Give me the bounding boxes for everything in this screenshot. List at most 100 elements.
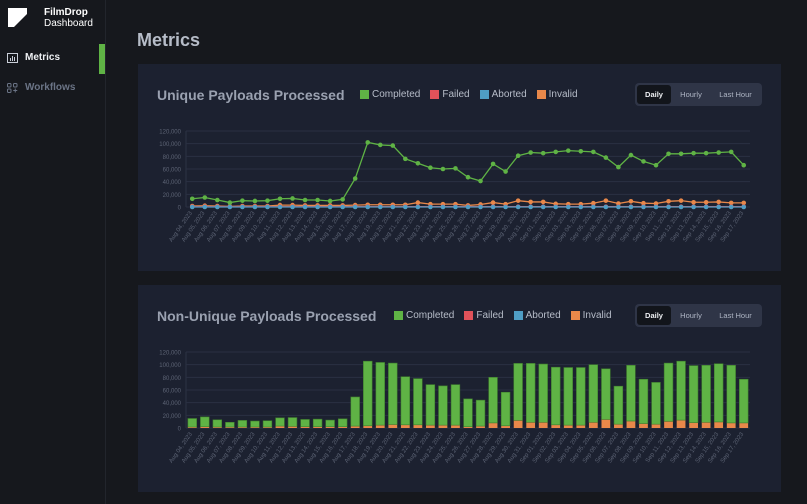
daily-button[interactable]: Daily <box>637 306 671 325</box>
completed-point <box>503 169 508 174</box>
legend-item-invalid[interactable]: Invalid <box>536 89 578 100</box>
completed-point <box>290 196 295 201</box>
aborted-point <box>616 204 621 210</box>
completed-point <box>666 151 671 157</box>
completed-bar <box>676 360 686 421</box>
invalid-bar <box>614 424 623 428</box>
y-tick-label: 100,000 <box>159 142 181 148</box>
invalid-bar <box>426 425 435 428</box>
completed-point <box>302 197 308 203</box>
invalid-bar <box>689 422 698 428</box>
aborted-point <box>465 204 471 210</box>
invalid-point <box>515 198 521 203</box>
completed-point <box>415 161 421 166</box>
completed-bar <box>450 384 461 426</box>
y-tick-label: 0 <box>178 427 182 433</box>
chart-title: Non-Unique Payloads Processed <box>157 308 377 324</box>
legend-item-failed[interactable]: Failed <box>464 310 504 321</box>
legend-label: Aborted <box>491 89 527 100</box>
completed-swatch <box>394 311 403 320</box>
sidebar-item-workflows[interactable]: Workflows <box>7 82 75 93</box>
invalid-bar <box>513 420 523 428</box>
aborted-point <box>565 204 571 210</box>
invalid-bar <box>576 425 586 428</box>
aborted-point <box>691 204 696 210</box>
daily-button[interactable]: Daily <box>637 85 671 104</box>
completed-point <box>377 142 383 148</box>
legend-item-completed[interactable]: Completed <box>394 310 454 321</box>
completed-bar <box>713 363 724 423</box>
completed-bar <box>287 417 298 427</box>
hourly-button[interactable]: Hourly <box>680 311 702 320</box>
aborted-point <box>478 204 483 210</box>
aborted-point <box>202 204 208 210</box>
aborted-point <box>315 204 320 210</box>
invalid-point <box>703 199 709 205</box>
invalid-bar <box>263 427 272 428</box>
completed-bar <box>275 417 285 427</box>
invalid-bar <box>651 424 661 428</box>
completed-point <box>340 197 345 202</box>
completed-bar <box>438 385 448 426</box>
aborted-point <box>365 204 371 210</box>
sidebar-item-metrics[interactable]: Metrics <box>7 52 60 63</box>
aborted-point <box>653 204 659 210</box>
legend-item-aborted[interactable]: Aborted <box>479 89 527 100</box>
app-name: FilmDrop Dashboard <box>44 7 93 29</box>
app-logo[interactable]: FilmDrop Dashboard <box>8 7 93 29</box>
y-tick-label: 80,000 <box>163 155 182 161</box>
aborted-point <box>553 204 559 210</box>
aborted-point <box>277 204 283 210</box>
completed-point <box>352 176 358 181</box>
time-range-toggle: Daily Hourly Last Hour <box>635 83 762 106</box>
y-tick-label: 60,000 <box>163 168 182 174</box>
invalid-bar <box>488 422 498 428</box>
completed-bar <box>337 418 348 428</box>
invalid-bar <box>438 425 448 428</box>
aborted-point <box>591 204 596 210</box>
invalid-bar <box>313 426 322 428</box>
last-hour-button[interactable]: Last Hour <box>719 311 752 320</box>
completed-point <box>478 178 483 184</box>
invalid-bar <box>676 420 686 428</box>
completed-bar <box>262 420 273 428</box>
legend-item-aborted[interactable]: Aborted <box>513 310 561 321</box>
y-tick-label: 120,000 <box>159 130 181 136</box>
completed-bar <box>726 365 736 424</box>
completed-point <box>703 150 709 156</box>
app-title: FilmDrop <box>44 7 88 18</box>
legend-item-completed[interactable]: Completed <box>360 89 420 100</box>
legend-item-invalid[interactable]: Invalid <box>570 310 612 321</box>
invalid-point <box>628 199 634 204</box>
invalid-bar <box>225 427 235 428</box>
legend-item-failed[interactable]: Failed <box>430 89 470 100</box>
completed-point <box>315 197 320 203</box>
invalid-bar <box>413 424 423 428</box>
completed-point <box>189 196 195 202</box>
aborted-point <box>377 204 383 210</box>
last-hour-button[interactable]: Last Hour <box>719 90 752 99</box>
aborted-point <box>340 204 345 210</box>
completed-point <box>490 161 496 167</box>
completed-bar <box>312 418 323 428</box>
invalid-swatch <box>570 311 580 320</box>
aborted-swatch <box>513 311 523 320</box>
completed-bar <box>475 399 486 427</box>
completed-point <box>678 151 684 157</box>
invalid-bar <box>400 424 410 428</box>
aborted-point <box>215 204 220 210</box>
aborted-point <box>440 204 446 210</box>
hourly-button[interactable]: Hourly <box>680 90 702 99</box>
chart-legend: Completed Failed Aborted Invalid <box>360 89 588 100</box>
invalid-bar <box>626 421 636 428</box>
completed-bar <box>488 377 498 424</box>
app-subtitle: Dashboard <box>44 18 93 29</box>
aborted-point <box>490 204 496 210</box>
invalid-bar <box>639 423 648 428</box>
completed-bar <box>400 376 411 426</box>
completed-point <box>553 149 559 155</box>
completed-bar <box>363 360 373 427</box>
legend-label: Invalid <box>548 89 578 100</box>
aborted-point <box>252 204 258 210</box>
completed-bar <box>237 420 248 428</box>
